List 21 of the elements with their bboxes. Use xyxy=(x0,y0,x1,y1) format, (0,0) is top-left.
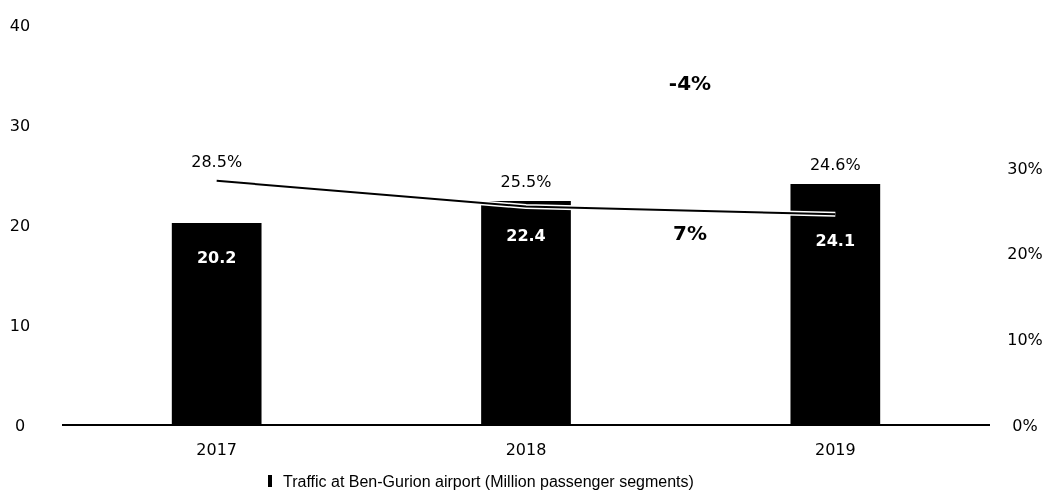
data-label: 22.4 xyxy=(506,226,546,245)
data-label: 20.2 xyxy=(196,248,237,267)
annotation: -4% xyxy=(668,71,712,95)
data-label: 24.1 xyxy=(815,231,856,251)
x-tick-label: 2017 xyxy=(196,440,238,459)
x-tick-label: 2018 xyxy=(505,440,547,459)
y2-tick-label: 20% xyxy=(1007,244,1043,264)
y2-tick-label: 0% xyxy=(1012,415,1038,435)
data-label: 24.6% xyxy=(809,155,861,174)
legend-label: Traffic at Ben-Gurion airport (Million passenger segments) xyxy=(283,472,694,490)
y-tick-label: 30 xyxy=(9,115,31,135)
y-tick-label: 0 xyxy=(14,415,26,435)
data-label: 25.5% xyxy=(500,172,552,191)
y-tick-label: 10 xyxy=(9,315,31,335)
data-label: 28.5% xyxy=(191,151,243,171)
y-tick-label: 20 xyxy=(9,215,31,235)
x-tick-label: 2019 xyxy=(814,440,856,459)
y2-tick-label: 10% xyxy=(1007,329,1043,349)
y2-tick-label: 30% xyxy=(1007,158,1043,178)
y-tick-label: 40 xyxy=(9,15,31,35)
annotation: 7% xyxy=(673,221,707,245)
